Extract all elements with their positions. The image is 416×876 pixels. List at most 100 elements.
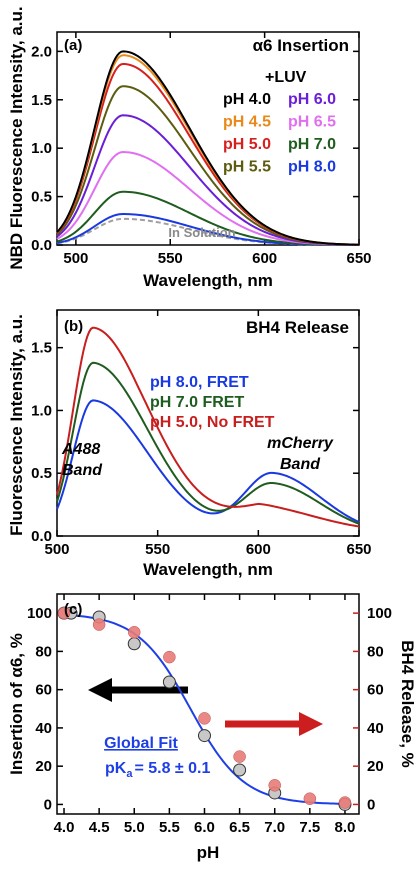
legend-item: pH 4.5 [223,114,271,131]
panel-b-ticks: 500 550 600 650 0.0 0.5 1.0 1.5 [31,310,372,558]
y-tick-label: 0.0 [31,528,52,545]
pka-value: = 5.8 ± 0.1 [134,760,210,777]
x-tick-label: 550 [158,250,183,267]
pka-label: pKa = 5.8 ± 0.1 [105,760,211,780]
x-tick-label: 650 [346,250,371,267]
panel-c-ticks: 4.0 4.5 5.0 5.5 6.0 6.5 7.0 7.5 8.0 0 20 40 60 80 100 0… [27,594,392,836]
legend-item: pH 5.0, No FRET [150,414,275,431]
y-tick-label: 40 [35,720,52,737]
panel-a-ylabel: NBD Fluorescence Intensity, a.u. [7,6,26,269]
curve-ph-8-0--fret [56,399,360,523]
pka-label-main: pK [105,760,127,777]
panel-b-bh4-release: 500 550 600 650 0.0 0.5 1.0 1.5 (b) BH4 Release… [7,309,372,579]
right-arrow-head [299,712,323,736]
left-arrow-head [88,678,112,702]
insertion-point [233,763,247,777]
panel-a-xlabel: Wavelength, nm [143,271,273,290]
x-tick-label: 600 [246,541,271,558]
insertion-point [197,729,211,743]
x-tick-label: 4.5 [89,819,110,836]
y-right-tick-label: 20 [367,758,384,775]
y-tick-label: 1.5 [31,340,52,357]
y-tick-label: 0.0 [31,237,52,254]
y-right-tick-label: 80 [367,643,384,660]
x-tick-label: 500 [44,541,69,558]
y-right-tick-label: 100 [367,605,392,622]
release-point [92,618,106,631]
legend-item: pH 7.0 FRET [150,394,244,411]
y-tick-label: 1.0 [31,402,52,419]
release-point [268,779,281,792]
y-tick-label: 80 [35,643,52,660]
global-fit-label: Global Fit [104,735,178,752]
x-tick-label: 5.5 [159,819,180,836]
panel-b-title: BH4 Release [246,318,349,337]
x-tick-label: 8.0 [335,819,356,836]
y-tick-label: 1.5 [31,92,52,109]
y-right-tick-label: 0 [367,796,375,813]
curve-ph-5-0--no-fret [56,326,360,528]
curve-ph-7-0-fret [56,361,360,525]
pka-subscript: a [126,768,133,780]
x-tick-label: 500 [63,250,88,267]
y-tick-label: 100 [27,605,52,622]
release-point [233,750,246,763]
x-tick-label: 7.0 [264,819,285,836]
insertion-point [127,637,141,651]
y-tick-label: 0.5 [31,189,52,206]
legend-item: pH 6.0 [288,91,336,108]
mcherry-band-label: Band [280,456,321,473]
legend-item: pH 8.0, FRET [150,374,249,391]
x-tick-label: 4.0 [54,819,75,836]
panel-a-frame [56,31,360,246]
y-right-tick-label: 60 [367,682,384,699]
release-point [198,712,211,725]
panel-a-label: (a) [64,37,82,54]
y-tick-label: 0.5 [31,465,52,482]
legend-header-luv: +LUV [265,69,307,86]
release-point [338,796,352,809]
x-tick-label: 550 [145,541,170,558]
legend-item: pH 8.0 [288,159,336,176]
x-tick-label: 650 [346,541,371,558]
y-tick-label: 60 [35,682,52,699]
release-point [128,626,141,639]
panel-b-legend: pH 8.0, FRET pH 7.0 FRET pH 5.0, No FRET [150,374,275,431]
y-tick-label: 0 [44,796,52,813]
panel-b-frame [56,309,360,537]
x-tick-label: 600 [252,250,277,267]
panel-b-xlabel: Wavelength, nm [143,560,273,579]
insertion-point [162,675,176,689]
release-point [57,606,71,620]
y-tick-label: 1.0 [31,140,52,157]
panel-c-points [57,606,352,811]
x-tick-label: 6.0 [194,819,215,836]
release-point [303,792,317,805]
panel-a-title: α6 Insertion [253,36,349,55]
panel-a-legend: pH 4.0 pH 4.5 pH 5.0 pH 5.5 pH 6.0 pH 6.5 pH 7… [223,91,336,176]
legend-item: pH 5.0 [223,136,271,153]
mcherry-label: mCherry [267,435,334,452]
legend-item: pH 7.0 [288,136,336,153]
legend-item: pH 4.0 [223,91,271,108]
a488-band-label: Band [62,462,103,479]
x-tick-label: 7.5 [299,819,320,836]
x-tick-label: 5.0 [124,819,145,836]
panel-c-frame [56,593,360,815]
panel-c-label: (c) [64,601,82,618]
panel-a-curves [56,50,360,246]
panel-c-ylabel-right: BH4 Release, % [398,640,416,768]
panel-b-label: (b) [64,318,83,335]
legend-item: pH 5.5 [223,159,271,176]
a488-label: A488 [61,441,100,458]
y-tick-label: 20 [35,758,52,775]
in-solution-label: In Solution [168,225,235,240]
panel-b-curves [56,326,360,528]
legend-item: pH 6.5 [288,114,336,131]
y-right-tick-label: 40 [367,720,384,737]
panel-c-xlabel: pH [197,843,220,862]
panel-c-ph-dependence: 4.0 4.5 5.0 5.5 6.0 6.5 7.0 7.5 8.0 0 20 40 60 80 100 0… [7,593,416,862]
release-point [163,650,176,664]
y-tick-label: 2.0 [31,43,52,60]
